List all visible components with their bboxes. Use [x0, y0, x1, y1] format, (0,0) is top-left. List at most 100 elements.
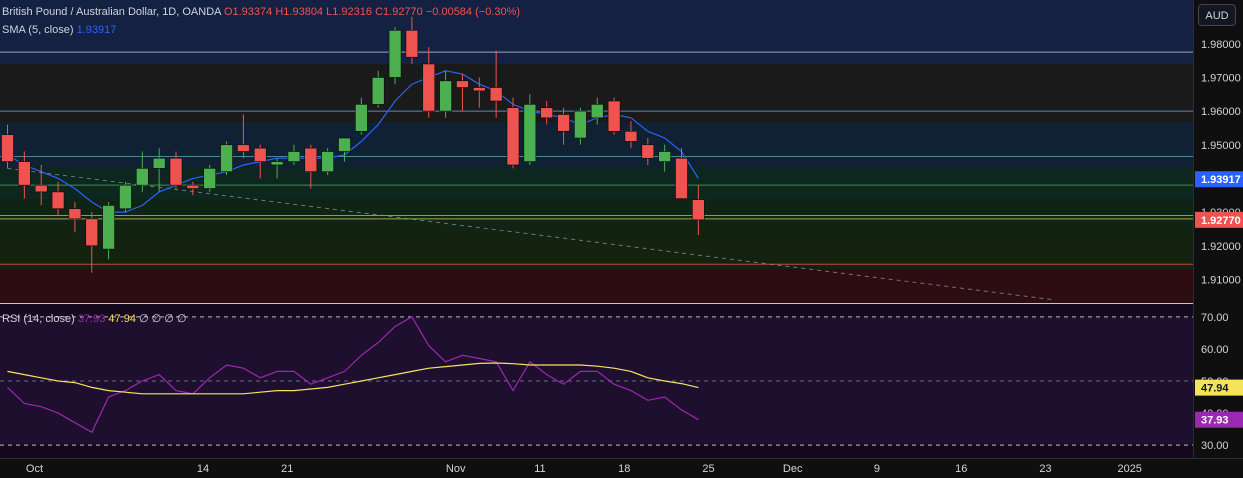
time-axis: [0, 458, 1243, 478]
candle: [355, 97, 368, 135]
candle: [253, 144, 267, 179]
candle-body: [388, 29, 402, 78]
y-tick-label: 1.97000: [1201, 72, 1241, 84]
candle-body: [472, 87, 486, 92]
candle: [34, 164, 48, 206]
candle-body: [574, 110, 587, 139]
price-band-3: [0, 167, 1193, 199]
main-legend: British Pound / Australian Dollar, 1D, O…: [2, 5, 520, 19]
price-band-0: [0, 0, 1193, 64]
price-band-5: [0, 228, 1193, 269]
candle: [405, 16, 419, 64]
rsi-value-box-bg: [1195, 411, 1243, 428]
candle-body: [203, 168, 216, 189]
candle: [489, 50, 503, 118]
y-tick-label: 1.95000: [1201, 140, 1241, 152]
candle-body: [68, 208, 82, 220]
rsi-value: 37.93: [77, 313, 106, 325]
candle: [540, 101, 554, 125]
candle: [658, 144, 671, 172]
price-scale: [1193, 0, 1243, 478]
candle-body: [169, 157, 183, 186]
candle: [472, 77, 486, 108]
candle-body: [523, 104, 537, 162]
x-tick-label: Nov: [446, 463, 466, 475]
x-tick-label: 21: [281, 463, 293, 475]
candle-body: [304, 147, 318, 172]
y-tick-label: 1.96000: [1201, 106, 1241, 118]
candle: [186, 181, 200, 196]
high-value: H1.93804: [275, 6, 324, 18]
candle: [692, 185, 705, 235]
currency-button[interactable]: AUD: [1198, 4, 1236, 26]
sma-value-box-bg: [1195, 171, 1243, 188]
candle-body: [355, 104, 368, 132]
close-value-box: 1.92770: [1195, 211, 1243, 228]
candle-body: [338, 137, 351, 152]
x-tick-label: 18: [618, 463, 630, 475]
candle: [590, 97, 604, 125]
candle-body: [489, 87, 503, 102]
open-value: O1.93374: [223, 6, 273, 18]
candle: [574, 107, 587, 145]
candle-body: [237, 144, 250, 152]
price-band-6: [0, 269, 1193, 303]
candle: [287, 144, 301, 165]
candle-body: [658, 151, 671, 162]
candle-body: [51, 191, 65, 210]
x-tick-label: 16: [955, 463, 967, 475]
candle-body: [371, 77, 385, 105]
rsi-ma-value: 47.94: [108, 313, 136, 325]
rsi-y-tick-label: 60.00: [1201, 344, 1229, 356]
candle-body: [253, 147, 267, 162]
symbol-title: British Pound / Australian Dollar, 1D, O…: [2, 6, 221, 18]
candle: [270, 158, 284, 179]
x-tick-label: 25: [702, 463, 714, 475]
candle-body: [641, 144, 655, 159]
candle: [85, 212, 99, 273]
y-tick-label: 1.91000: [1201, 274, 1241, 286]
candle-body: [102, 205, 115, 250]
rsi-y-tick-label: 30.00: [1201, 440, 1229, 452]
sma-label: SMA (5, close): [2, 24, 74, 36]
low-value: L1.92316: [326, 6, 373, 18]
candle-body: [624, 131, 638, 142]
candle-body: [607, 100, 621, 132]
candle-body: [456, 80, 469, 88]
candle: [203, 164, 216, 192]
sma-legend: SMA (5, close) 1.93917: [2, 23, 116, 37]
candle: [220, 141, 233, 176]
x-tick-label: Oct: [26, 463, 43, 475]
candle: [371, 70, 385, 108]
candle: [1, 124, 14, 169]
candle: [136, 151, 149, 192]
candle: [169, 151, 183, 189]
close-value-box-text: 1.92770: [1201, 215, 1241, 227]
rsi-ma-value-box-text: 47.94: [1201, 383, 1229, 395]
rsi-ma-line: [7, 362, 699, 395]
candle: [51, 181, 65, 216]
rsi-ma-value-box: 47.94: [1195, 379, 1243, 396]
y-tick-label: 1.92000: [1201, 241, 1241, 253]
candle: [422, 47, 436, 118]
close-value: C1.92770: [375, 6, 423, 18]
candle: [152, 148, 166, 192]
candle-body: [119, 184, 132, 210]
candle-body: [18, 161, 31, 186]
candle-body: [186, 184, 200, 189]
x-tick-label: Dec: [783, 463, 803, 475]
candle-body: [136, 168, 149, 186]
candle-body: [675, 157, 688, 199]
candle-body: [287, 151, 301, 162]
candle-body: [439, 80, 452, 112]
sma-value-box: 1.93917: [1195, 171, 1243, 188]
rsi-value-box: 37.93: [1195, 411, 1243, 428]
rsi-ma-value-box-bg: [1195, 379, 1243, 396]
candle: [624, 121, 638, 149]
pane-divider: [0, 303, 1243, 304]
candle-body: [1, 134, 14, 162]
candle: [523, 94, 537, 165]
candle-body: [321, 151, 334, 173]
candle-body: [405, 29, 419, 58]
